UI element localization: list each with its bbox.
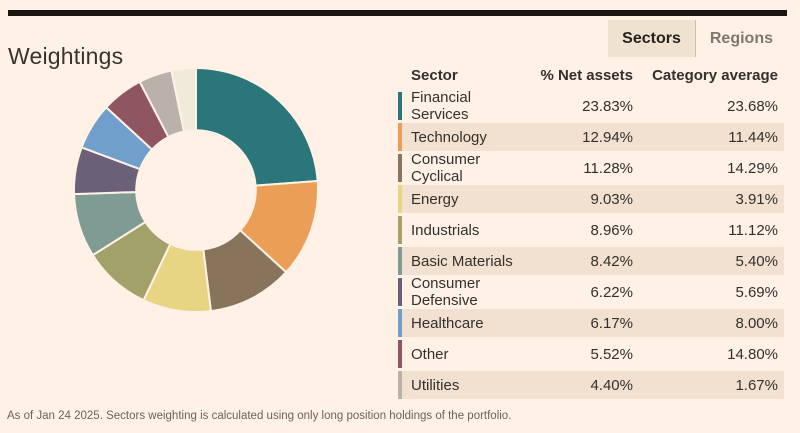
table-row: Utilities 4.40% 1.67% bbox=[398, 371, 784, 399]
header-category-average: Category average bbox=[652, 67, 778, 84]
row-category-average-value: 23.68% bbox=[727, 97, 778, 115]
row-net-assets-value: 9.03% bbox=[590, 190, 633, 208]
table-row: Other 5.52% 14.80% bbox=[398, 340, 784, 368]
view-tabs: Sectors Regions bbox=[608, 20, 787, 57]
row-sector-label: Healthcare bbox=[411, 314, 484, 332]
table-row: Basic Materials 8.42% 5.40% bbox=[398, 247, 784, 275]
row-category-average-value: 11.12% bbox=[728, 221, 778, 239]
row-sector-label: Technology bbox=[411, 128, 487, 146]
header-sector: Sector bbox=[411, 67, 458, 84]
donut-chart-svg bbox=[73, 66, 319, 313]
table-row: Healthcare 6.17% 8.00% bbox=[398, 309, 784, 337]
row-sector-label: Consumer Defensive bbox=[411, 275, 481, 309]
row-category-average-value: 3.91% bbox=[735, 190, 778, 208]
row-net-assets-value: 4.40% bbox=[590, 376, 633, 394]
row-category-average-value: 8.00% bbox=[735, 314, 778, 332]
row-category-average-value: 5.40% bbox=[735, 252, 778, 270]
table-row: Consumer Cyclical 11.28% 14.29% bbox=[398, 151, 784, 185]
row-net-assets-value: 5.52% bbox=[590, 345, 633, 363]
tab-divider bbox=[694, 20, 696, 57]
donut-slice-remaining[interactable] bbox=[170, 66, 197, 133]
donut-slice-financial-services[interactable] bbox=[195, 66, 319, 187]
row-sector-label: Utilities bbox=[411, 376, 460, 394]
row-net-assets-value: 11.28% bbox=[583, 159, 633, 177]
row-sector-label: Basic Materials bbox=[411, 252, 513, 270]
row-net-assets-value: 6.22% bbox=[590, 283, 633, 301]
row-sector-label: Other bbox=[411, 345, 449, 363]
row-net-assets-value: 23.83% bbox=[582, 97, 633, 115]
row-category-average-value: 14.80% bbox=[727, 345, 778, 363]
sector-donut-chart bbox=[62, 56, 330, 324]
tab-sectors[interactable]: Sectors bbox=[608, 20, 695, 57]
row-category-average-value: 14.29% bbox=[727, 159, 778, 177]
row-category-average-value: 5.69% bbox=[735, 283, 778, 301]
table-header-row: Sector % Net assets Category average bbox=[398, 62, 784, 89]
row-net-assets-value: 8.42% bbox=[590, 252, 633, 270]
table-row: Consumer Defensive 6.22% 5.69% bbox=[398, 275, 784, 309]
table-row: Energy 9.03% 3.91% bbox=[398, 185, 784, 213]
row-sector-label: Energy bbox=[411, 190, 459, 208]
table-row: Financial Services 23.83% 23.68% bbox=[398, 89, 784, 123]
row-net-assets-value: 8.96% bbox=[590, 221, 633, 239]
table-row: Industrials 8.96% 11.12% bbox=[398, 216, 784, 244]
header-net-assets: % Net assets bbox=[540, 67, 633, 84]
top-accent-bar bbox=[8, 10, 787, 16]
tab-regions[interactable]: Regions bbox=[709, 30, 773, 47]
page-title: Weightings bbox=[8, 43, 124, 70]
row-sector-label: Industrials bbox=[411, 221, 480, 239]
row-sector-label: Financial Services bbox=[411, 89, 472, 123]
weightings-table: Sector % Net assets Category average Fin… bbox=[398, 62, 784, 399]
as-of-footnote: As of Jan 24 2025. Sectors weighting is … bbox=[7, 410, 512, 422]
row-sector-label: Consumer Cyclical bbox=[411, 151, 481, 185]
table-row: Technology 12.94% 11.44% bbox=[398, 123, 784, 151]
row-category-average-value: 11.44% bbox=[728, 128, 778, 146]
table-body: Financial Services 23.83% 23.68% Technol… bbox=[398, 89, 784, 399]
row-category-average-value: 1.67% bbox=[735, 376, 778, 394]
row-net-assets-value: 6.17% bbox=[590, 314, 633, 332]
row-net-assets-value: 12.94% bbox=[582, 128, 633, 146]
